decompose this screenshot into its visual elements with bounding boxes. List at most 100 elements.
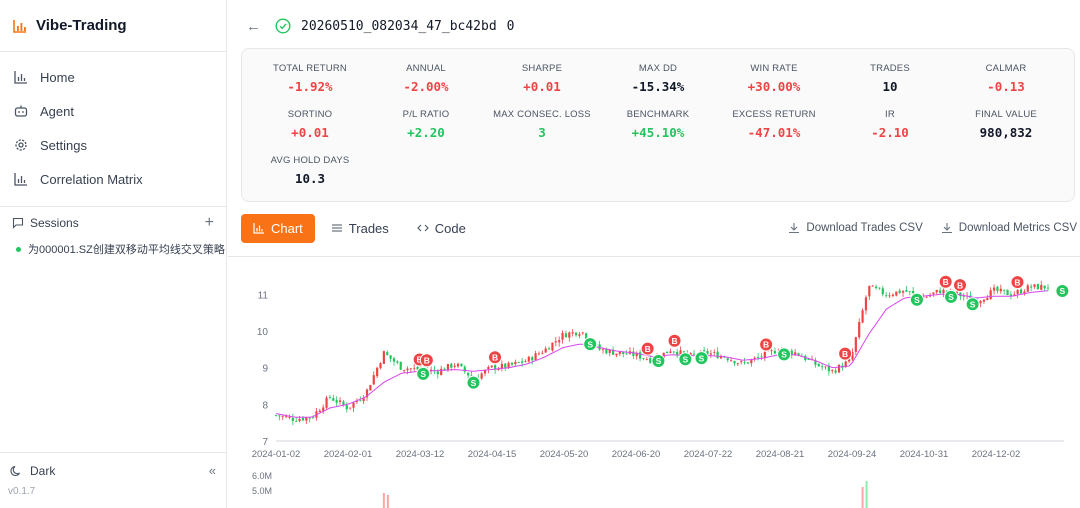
back-arrow-icon[interactable]: ← (246, 17, 261, 35)
candle-body (305, 417, 308, 421)
candle-body (534, 353, 537, 361)
nav-item-correlation-matrix[interactable]: Correlation Matrix (0, 162, 226, 196)
candle-body (740, 361, 743, 363)
signal-label: B (943, 277, 949, 287)
candle-body (844, 361, 847, 368)
x-tick-label: 2024-09-24 (828, 449, 877, 460)
candle-body (676, 351, 679, 355)
candle-body (743, 361, 746, 363)
candle-body (328, 396, 332, 398)
add-session-button[interactable]: + (204, 214, 214, 231)
sessions-label: Sessions (30, 216, 79, 230)
candle-body (514, 361, 517, 365)
tab-chart[interactable]: Chart (241, 213, 315, 243)
moon-icon (10, 465, 20, 476)
buy-signal-marker (938, 274, 953, 289)
candle-body (891, 294, 895, 296)
candle-body (1046, 287, 1050, 289)
candle-body (638, 352, 642, 359)
candle-body (932, 292, 935, 295)
signal-label: S (1060, 286, 1066, 296)
download-trades-csv-button[interactable]: Download Trades CSV (788, 222, 923, 234)
candle-body (483, 370, 487, 374)
metric-total-return: TOTAL RETURN -1.92% (252, 63, 368, 94)
tab-code[interactable]: Code (405, 214, 478, 243)
sell-signal-marker (466, 375, 481, 390)
signal-label: S (683, 354, 689, 364)
candle-body (467, 372, 470, 376)
candle-body (665, 351, 669, 354)
buy-signal-marker (667, 333, 682, 348)
candle-body (311, 417, 315, 419)
candle-body (335, 400, 338, 403)
tab-label: Trades (348, 220, 389, 236)
metric-label: TOTAL RETURN (272, 63, 347, 74)
theme-toggle[interactable]: Dark « (0, 453, 226, 478)
nav-item-agent[interactable]: Agent (0, 94, 226, 128)
candle-body (615, 353, 618, 356)
candle-body (726, 358, 729, 361)
candle-body (898, 290, 901, 294)
candle-body (558, 340, 561, 343)
theme-label: Dark (30, 463, 56, 478)
candle-body (392, 358, 396, 362)
candle-body (881, 288, 884, 295)
candle-body (551, 342, 554, 351)
download-metrics-csv-button[interactable]: Download Metrics CSV (941, 222, 1077, 234)
session-item[interactable]: 为000001.SZ创建双移动平均线交叉策略 (0, 237, 226, 261)
sidebar: Vibe-Trading Home Agent Settings Correla… (0, 0, 227, 508)
x-tick-label: 2024-07-22 (684, 449, 733, 460)
brand[interactable]: Vibe-Trading (0, 0, 226, 52)
metrics-panel: TOTAL RETURN -1.92% ANNUAL -2.00% SHARPE +0.0… (241, 48, 1075, 202)
candle-body (935, 289, 938, 293)
metric-value: 10 (882, 79, 898, 94)
candle-body (504, 363, 507, 368)
candle-body (578, 334, 581, 336)
candle-body (669, 351, 672, 353)
candle-body (568, 332, 571, 338)
candle-body (413, 367, 416, 369)
candle-body (1036, 284, 1039, 290)
candle-body (837, 365, 841, 373)
metric-max-dd: MAX DD -15.34% (600, 63, 716, 94)
candle-body (689, 353, 692, 356)
buy-signal-marker (488, 350, 503, 365)
session-label: 为000001.SZ创建双移动平均线交叉策略 (28, 244, 225, 256)
candle-body (861, 310, 864, 323)
buy-signal-marker (953, 278, 968, 293)
candle-body (868, 285, 871, 297)
candle-body (773, 350, 777, 354)
sell-signal-marker (777, 347, 792, 362)
signal-label: B (671, 336, 677, 346)
candle-body (996, 286, 999, 292)
candle-body (895, 291, 898, 296)
nav-item-home[interactable]: Home (0, 60, 226, 94)
candle-body (982, 299, 986, 302)
candle-body (622, 351, 625, 354)
candle-body (372, 375, 375, 385)
candle-body (753, 357, 756, 359)
candle-body (581, 332, 584, 334)
x-tick-label: 2024-05-20 (540, 449, 589, 460)
price-chart[interactable]: 11 10 9 8 7 2024-01-02 2024-02-01 2024-03-12 202… (228, 256, 1080, 508)
collapse-sidebar-button[interactable]: « (208, 463, 216, 478)
bar-chart-icon (13, 19, 26, 33)
candle-body (298, 418, 301, 422)
candle-body (645, 359, 648, 361)
candle-body (901, 291, 905, 293)
candle-body (989, 290, 992, 300)
nav-item-settings[interactable]: Settings (0, 128, 226, 162)
candle-body (854, 337, 857, 352)
candle-body (750, 359, 753, 364)
candle-body (386, 352, 389, 356)
candle-body (456, 363, 460, 367)
download-icon (789, 223, 800, 234)
tab-trades[interactable]: Trades (319, 214, 401, 243)
candle-body (618, 351, 621, 354)
metric-label: WIN RATE (750, 63, 798, 74)
candle-body (672, 351, 675, 353)
sidebar-footer: Dark « v0.1.7 (0, 452, 226, 508)
candle-body (703, 350, 706, 352)
download-label: Download Metrics CSV (958, 222, 1077, 234)
sessions-header: Sessions + (0, 209, 226, 237)
